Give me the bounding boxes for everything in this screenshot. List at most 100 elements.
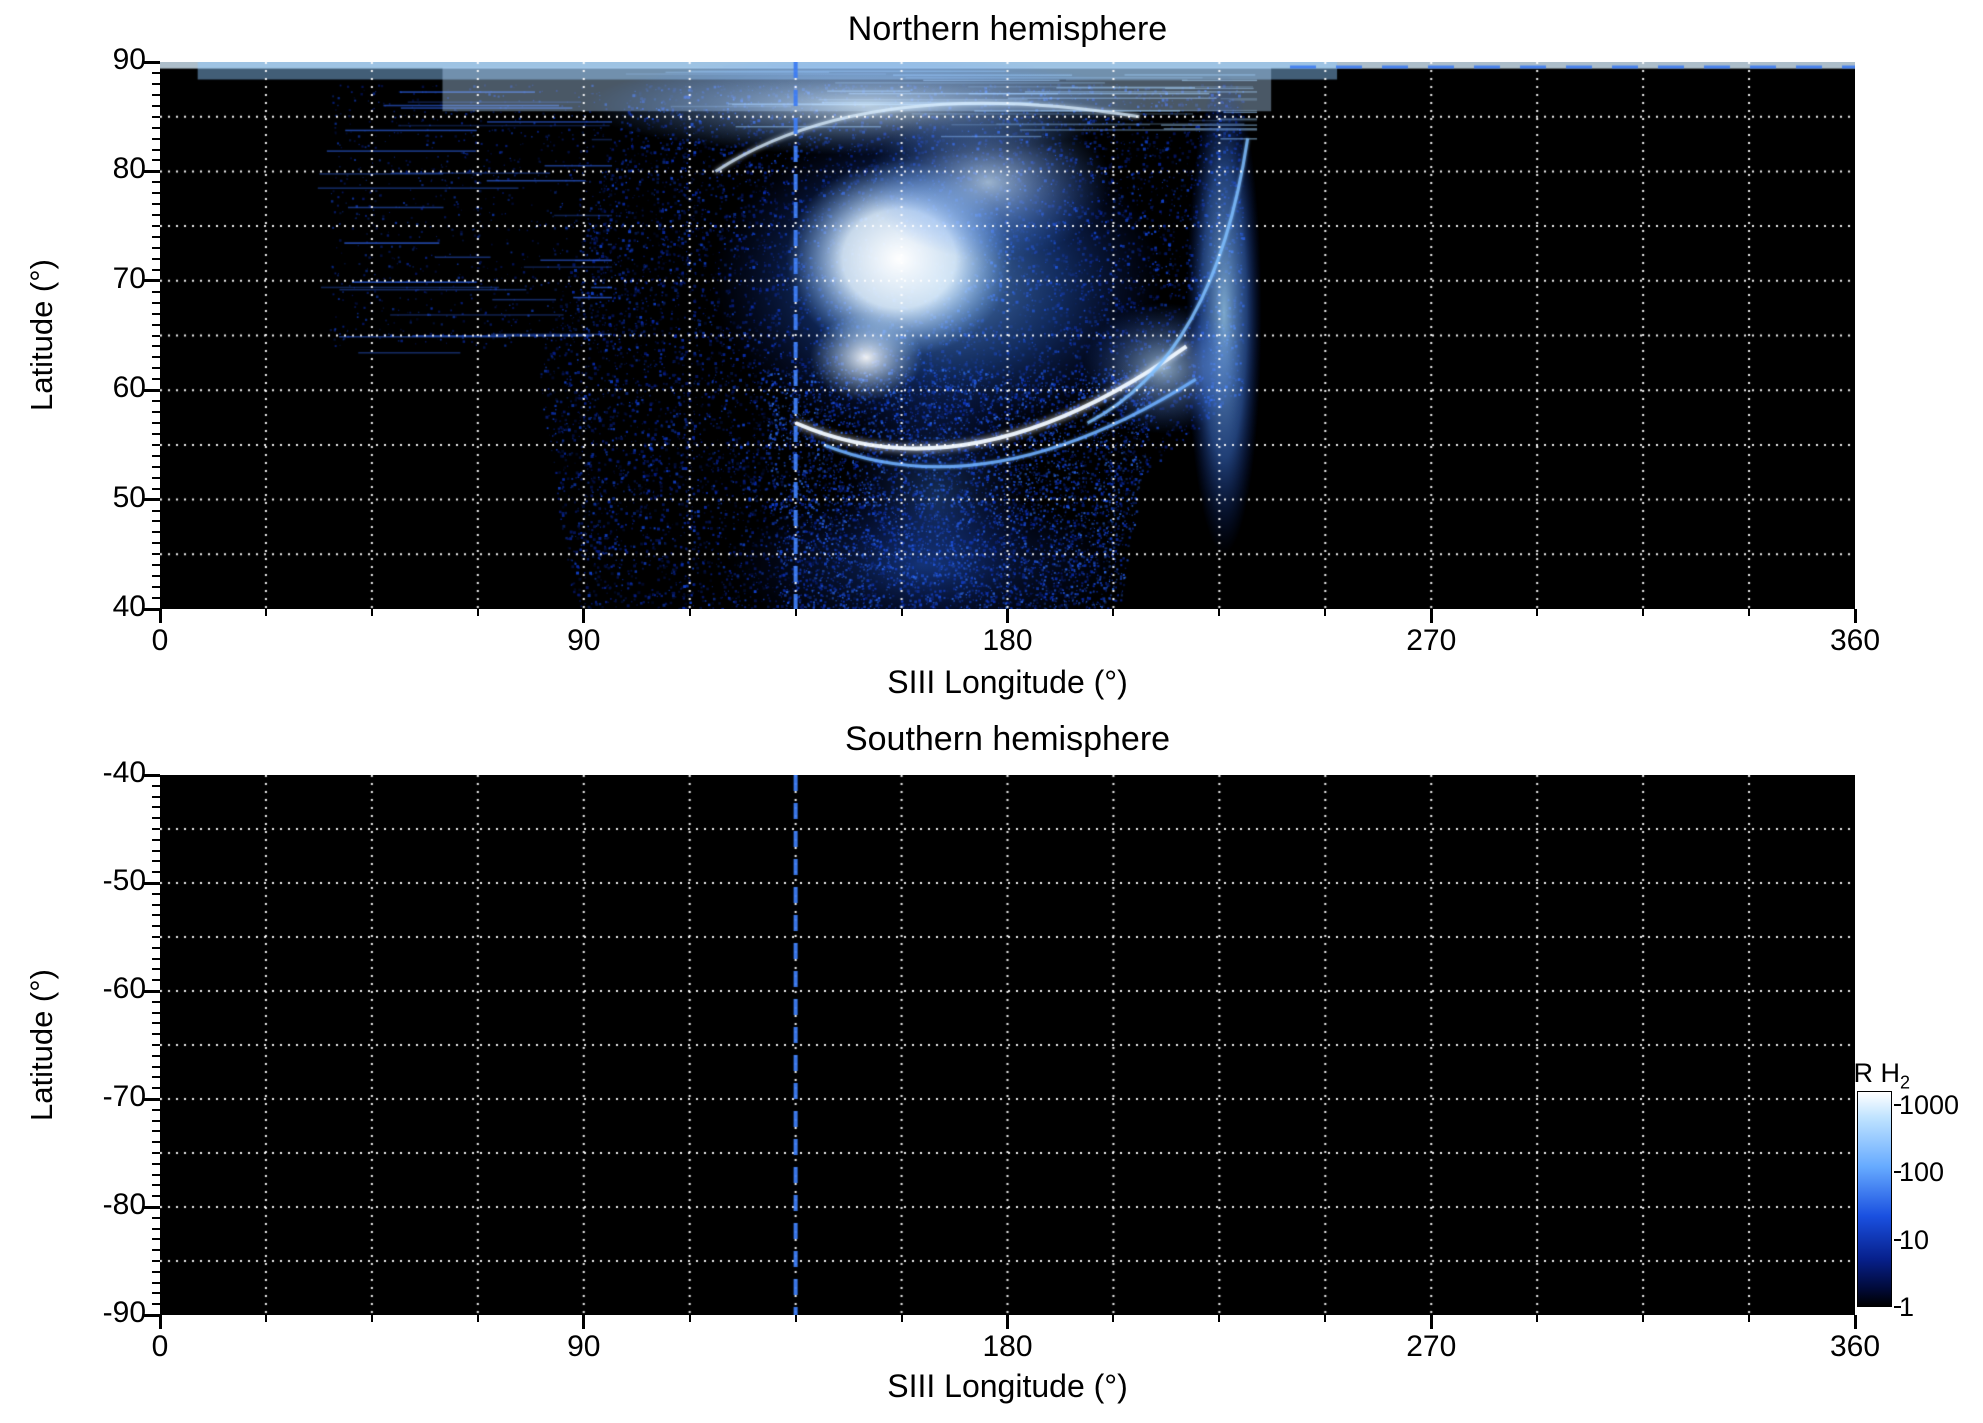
y-minor-tick [152, 575, 160, 578]
y-minor-tick [152, 443, 160, 446]
y-minor-tick [152, 137, 160, 140]
y-minor-tick [152, 914, 160, 917]
y-minor-tick [152, 148, 160, 151]
x-minor-tick [1854, 1315, 1856, 1322]
y-minor-tick [152, 1098, 160, 1100]
y-minor-tick [152, 290, 160, 293]
y-minor-tick [152, 334, 160, 337]
x-tick-label: 0 [151, 1330, 169, 1363]
y-minor-tick [152, 849, 160, 852]
y-minor-tick [152, 1119, 160, 1122]
y-minor-tick [152, 1054, 160, 1057]
x-minor-tick [582, 1315, 585, 1322]
x-minor-tick [794, 1315, 797, 1322]
x-minor-tick [1112, 609, 1115, 616]
x-minor-tick [370, 1315, 373, 1322]
y-minor-tick [152, 1227, 160, 1230]
y-minor-tick [152, 1206, 160, 1208]
y-minor-tick [152, 356, 160, 359]
y-minor-tick [152, 257, 160, 260]
x-minor-tick [370, 609, 373, 616]
y-minor-tick [152, 236, 160, 239]
y-minor-tick [152, 268, 160, 271]
x-major-tick [1429, 609, 1433, 623]
y-minor-tick [152, 1249, 160, 1252]
x-tick-label: 270 [1406, 624, 1457, 657]
colorbar-tick-label: 10 [1899, 1224, 1930, 1255]
x-minor-tick [159, 1315, 161, 1322]
y-minor-tick [152, 1000, 160, 1003]
x-minor-tick [1642, 609, 1645, 616]
x-minor-tick [582, 609, 585, 616]
x-major-tick [1853, 609, 1857, 623]
x-tick-label: 0 [151, 624, 169, 657]
y-minor-tick [152, 159, 160, 162]
y-tick-label: -70 [102, 1080, 146, 1113]
x-minor-tick [688, 1315, 691, 1322]
x-minor-tick [1430, 609, 1433, 616]
y-minor-tick [152, 400, 160, 403]
y-minor-tick [152, 774, 160, 776]
y-minor-tick [152, 1270, 160, 1273]
x-minor-tick [264, 609, 267, 616]
y-minor-tick [152, 1195, 160, 1198]
x-tick-label: 90 [567, 1330, 601, 1363]
y-minor-tick [152, 520, 160, 523]
y-minor-tick [152, 411, 160, 414]
x-tick-label: 360 [1829, 624, 1881, 657]
colorbar-tick-mark [1894, 1238, 1901, 1241]
y-minor-tick [152, 246, 160, 249]
colorbar-gradient [1857, 1091, 1892, 1307]
y-minor-tick [152, 1216, 160, 1219]
x-minor-tick [900, 609, 903, 616]
y-minor-tick [152, 1044, 160, 1046]
x-major-tick [582, 609, 586, 623]
y-minor-tick [152, 542, 160, 545]
y-minor-tick [152, 1033, 160, 1036]
y-minor-tick [152, 1281, 160, 1284]
y-minor-tick [152, 1076, 160, 1079]
x-minor-tick [1536, 1315, 1539, 1322]
y-minor-tick [152, 465, 160, 468]
colorbar-tick-mark [1894, 1306, 1901, 1308]
y-minor-tick [152, 1087, 160, 1090]
x-minor-tick [159, 609, 161, 616]
y-minor-tick [152, 367, 160, 370]
y-minor-tick [152, 957, 160, 960]
x-minor-tick [476, 1315, 479, 1322]
y-minor-tick [152, 225, 160, 228]
y-tick-label: 70 [112, 261, 146, 295]
x-minor-tick [1854, 609, 1856, 616]
colorbar-tick-label: 1000 [1899, 1089, 1960, 1120]
x-minor-tick [1218, 609, 1221, 616]
y-minor-tick [152, 1292, 160, 1295]
x-tick-label: 180 [982, 1330, 1033, 1363]
y-minor-tick [152, 1238, 160, 1241]
x-major-tick [1006, 1315, 1009, 1329]
x-minor-tick [1324, 1315, 1327, 1322]
y-minor-tick [152, 882, 160, 884]
panel-title-south: Southern hemisphere [844, 720, 1171, 758]
y-tick-label: -80 [102, 1188, 146, 1221]
y-minor-tick [152, 990, 160, 992]
y-minor-tick [152, 82, 160, 85]
colorbar-tick-mark [1894, 1103, 1901, 1106]
y-minor-tick [152, 323, 160, 326]
plot-area-north [160, 62, 1855, 609]
x-major-tick [582, 1315, 586, 1329]
y-minor-tick [152, 104, 160, 107]
y-minor-tick [152, 553, 160, 556]
y-minor-tick [152, 279, 160, 282]
x-axis-label-north: SIII Longitude (°) [887, 664, 1128, 700]
y-minor-tick [152, 968, 160, 971]
x-minor-tick [1006, 609, 1009, 616]
y-minor-tick [152, 61, 160, 63]
x-minor-tick [1748, 609, 1751, 616]
y-minor-tick [152, 1184, 160, 1187]
x-minor-tick [688, 609, 691, 616]
y-minor-tick [152, 454, 160, 457]
y-minor-tick [152, 1141, 160, 1144]
x-major-tick [1429, 1315, 1433, 1329]
x-minor-tick [476, 609, 479, 616]
